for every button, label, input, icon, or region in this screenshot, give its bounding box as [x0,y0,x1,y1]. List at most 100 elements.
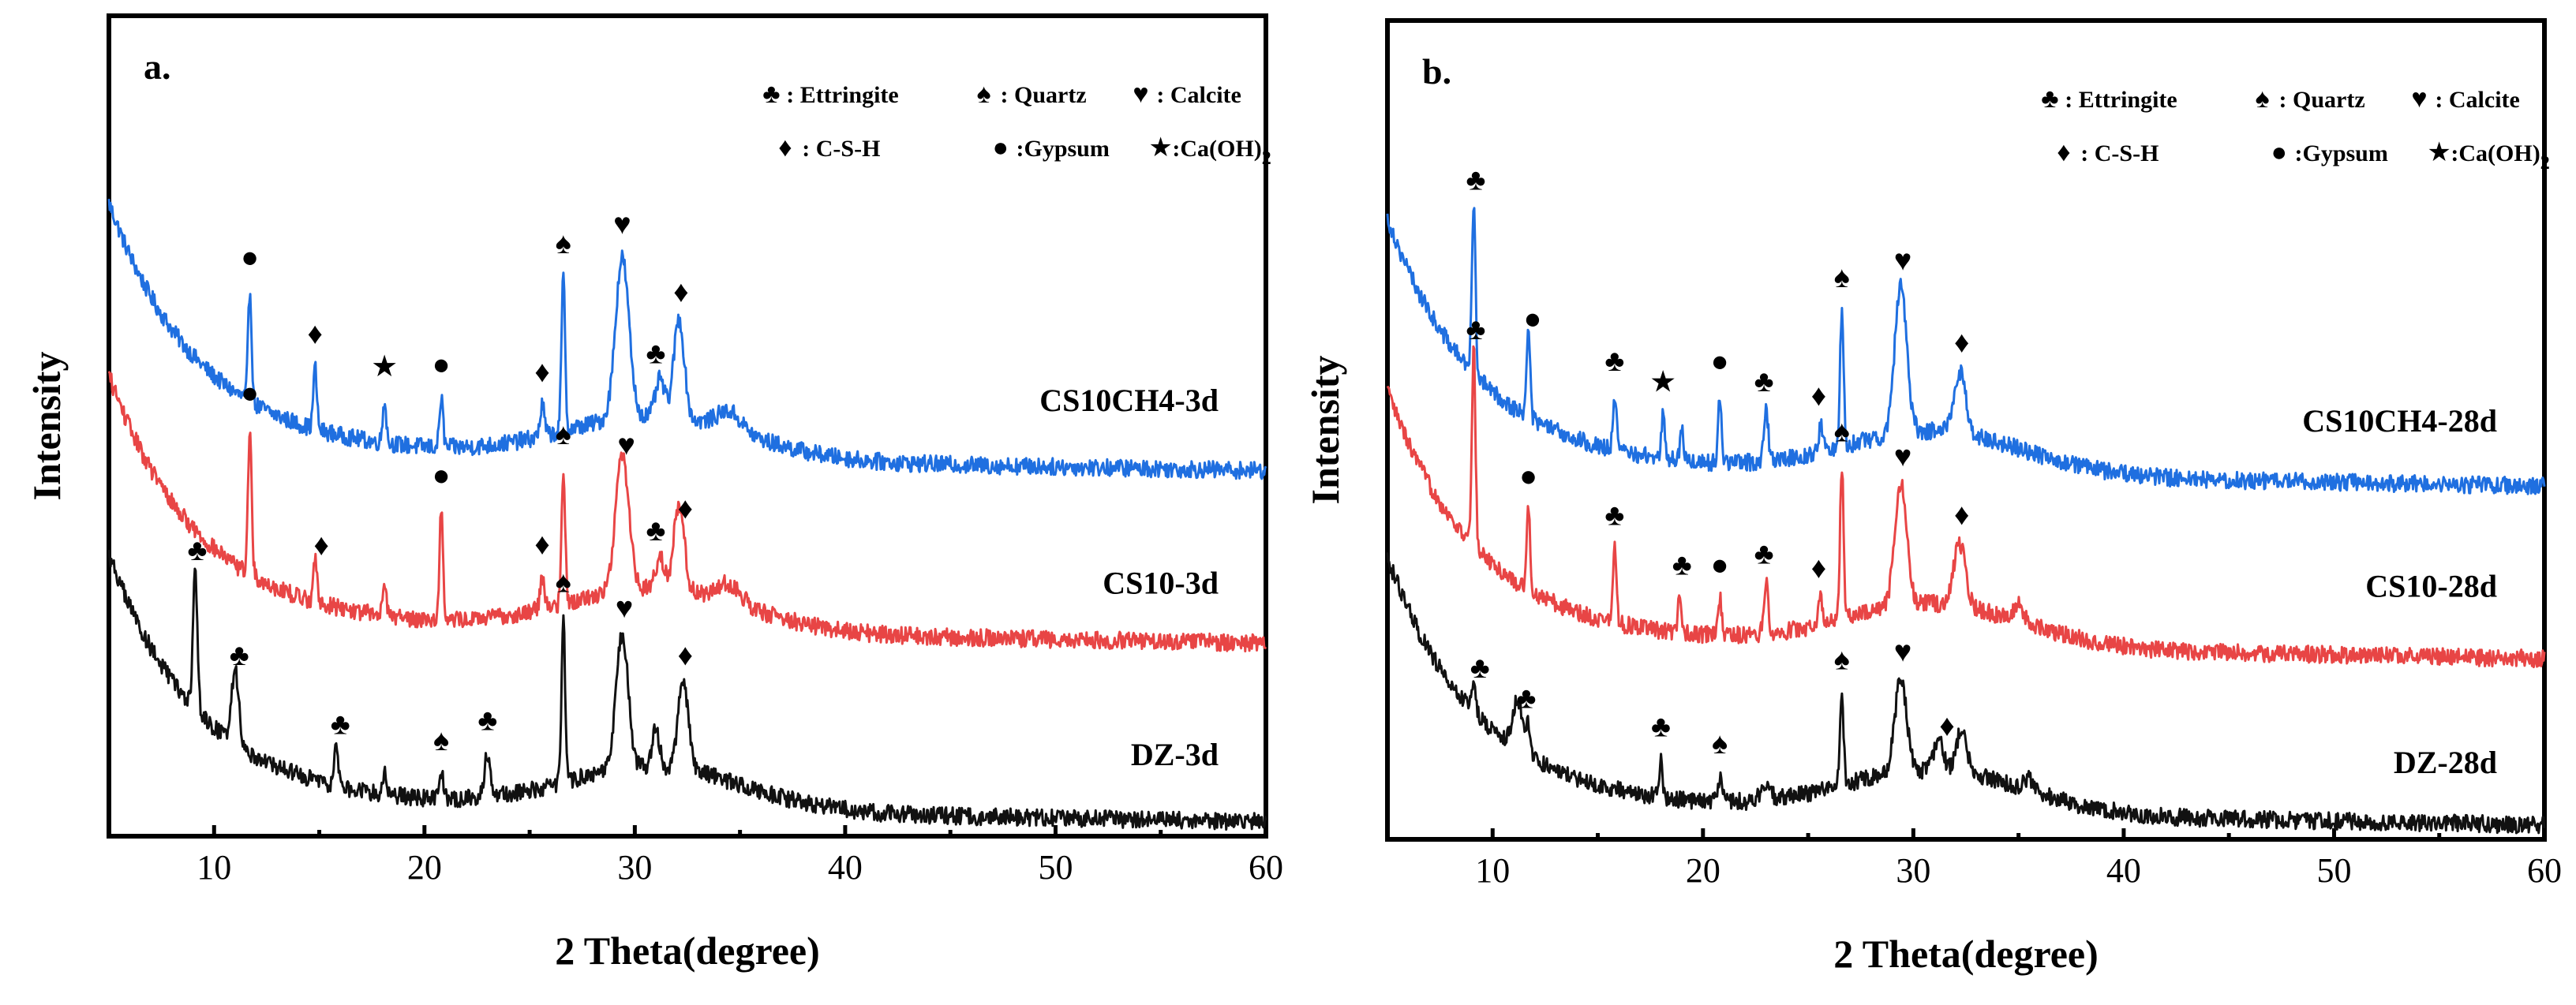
panel-a: 10 20 30 40 50 60 2 Theta(degree) Intensity a. ♣:… [24,13,1283,973]
x-tick-label: 10 [197,848,231,887]
legend-symbol: ● [993,133,1009,163]
peak-marker: ♣ [646,514,666,547]
peak-marker: ♣ [1651,711,1671,744]
legend-entry: : Quartz [1001,82,1087,108]
x-tick-label: 20 [407,848,442,887]
legend-entry: : Calcite [1156,82,1241,108]
peak-marker: ★ [371,350,398,383]
panel-b: 10 20 30 40 50 60 2 Theta(degree) Intensity b. ♣:… [1303,18,2562,976]
peak-marker: ♥ [617,429,635,462]
plot-frame [107,13,1268,839]
peak-marker: ♥ [1894,635,1912,668]
legend-symbol: ♦ [2057,138,2070,167]
peak-marker: ♣ [1754,365,1774,398]
peak-marker: ♠ [556,566,571,600]
x-axis-title: 2 Theta(degree) [1833,932,2099,976]
series-label: DZ-28d [2394,745,2497,780]
peak-marker: ♣ [1604,345,1624,378]
peak-marker: ● [432,348,451,381]
peak-marker: ♦ [1811,552,1826,585]
peak-marker: ♥ [613,207,631,241]
series-trace-CS10CH4-28d [1386,207,2546,495]
peak-marker: ♦ [534,529,549,562]
panel-label: a. [144,47,171,87]
legend-symbol: ★ [1148,133,1172,163]
legend-entry: : C-S-H [2080,140,2159,166]
peak-marker: ♠ [1834,261,1850,294]
series-label: CS10CH4-28d [2302,403,2497,439]
peak-marker: ♠ [556,418,571,451]
plot-frame [1385,18,2547,842]
peak-marker: ♣ [1466,313,1485,346]
series-trace-CS10CH4-3d [107,198,1267,480]
legend-symbol: ♥ [1133,80,1148,109]
peak-marker: ♣ [1466,164,1485,197]
series-label: DZ-3d [1131,737,1219,772]
x-axis-title: 2 Theta(degree) [555,928,820,973]
peak-marker: ♦ [1954,499,1969,532]
peak-marker: ● [1711,346,1729,379]
legend-entry: :Gypsum [1017,136,1110,162]
peak-marker: ♣ [1672,548,1692,581]
series-trace-DZ-28d [1386,552,2546,835]
peak-marker: ♦ [1954,326,1969,359]
legend-symbol: ♦ [778,133,792,163]
x-tick-label: 10 [1475,851,1510,890]
x-tick-label: 60 [1249,848,1283,887]
peak-marker: ● [1523,303,1541,336]
peak-marker: ♠ [1834,415,1850,448]
peak-marker: ♦ [678,492,693,525]
legend-entry: : Calcite [2435,87,2519,113]
peak-marker: ♠ [1834,643,1850,676]
y-axis-title: Intensity [24,352,69,501]
legend-entry: : Ettringite [786,82,898,108]
peak-marker: ♦ [678,639,693,672]
peak-marker: ♣ [1754,538,1774,571]
peak-marker: ♦ [534,356,549,389]
peak-marker: ♣ [230,639,249,672]
peak-marker: ♣ [646,337,666,370]
x-tick-label: 40 [828,848,863,887]
legend-symbol: ♠ [2256,84,2270,114]
peak-marker: ♥ [616,592,634,625]
x-tick-label: 60 [2527,851,2562,890]
series-label: CS10-3d [1103,565,1219,600]
peak-marker: ♠ [433,724,449,757]
legend-symbol: ♣ [762,80,780,109]
legend-symbol: ★ [2427,138,2451,167]
peak-marker: ♦ [314,529,329,562]
legend-entry: : Ettringite [2065,87,2177,113]
peak-marker: ♦ [1811,379,1826,413]
peak-marker: ♣ [1516,682,1536,715]
legend-entry: : Quartz [2279,87,2365,113]
peak-marker: ♣ [331,708,350,742]
series-trace-CS10-3d [107,371,1267,652]
peak-marker: ● [241,376,259,409]
x-tick-label: 30 [1896,851,1930,890]
peak-marker: ★ [1649,365,1676,398]
peak-marker: ♣ [1470,652,1490,685]
peak-marker: ● [241,241,259,275]
x-tick-label: 40 [2106,851,2141,890]
peak-marker: ♦ [673,275,688,308]
peak-marker: ♣ [477,704,497,737]
legend-entry: :Gypsum [2295,140,2388,166]
panel-label: b. [1422,51,1451,92]
series-label: CS10CH4-3d [1039,383,1219,418]
legend-symbol: ♣ [2041,84,2058,114]
legend-symbol: ♥ [2411,84,2427,114]
legend-symbol: ● [2271,138,2288,167]
peak-marker: ♣ [1604,499,1624,532]
peak-marker: ♥ [1894,440,1912,473]
x-tick-label: 30 [617,848,652,887]
legend-symbol: ♠ [977,80,991,109]
peak-marker: ● [432,459,451,492]
series-trace-CS10-28d [1386,345,2546,669]
x-tick-label: 50 [2316,851,2351,890]
peak-marker: ♠ [556,227,571,260]
peak-marker: ♥ [1894,245,1912,278]
legend-entry: :Ca(OH)2 [1172,136,1271,169]
peak-marker: ♦ [308,318,323,351]
peak-marker: ● [1711,548,1729,581]
